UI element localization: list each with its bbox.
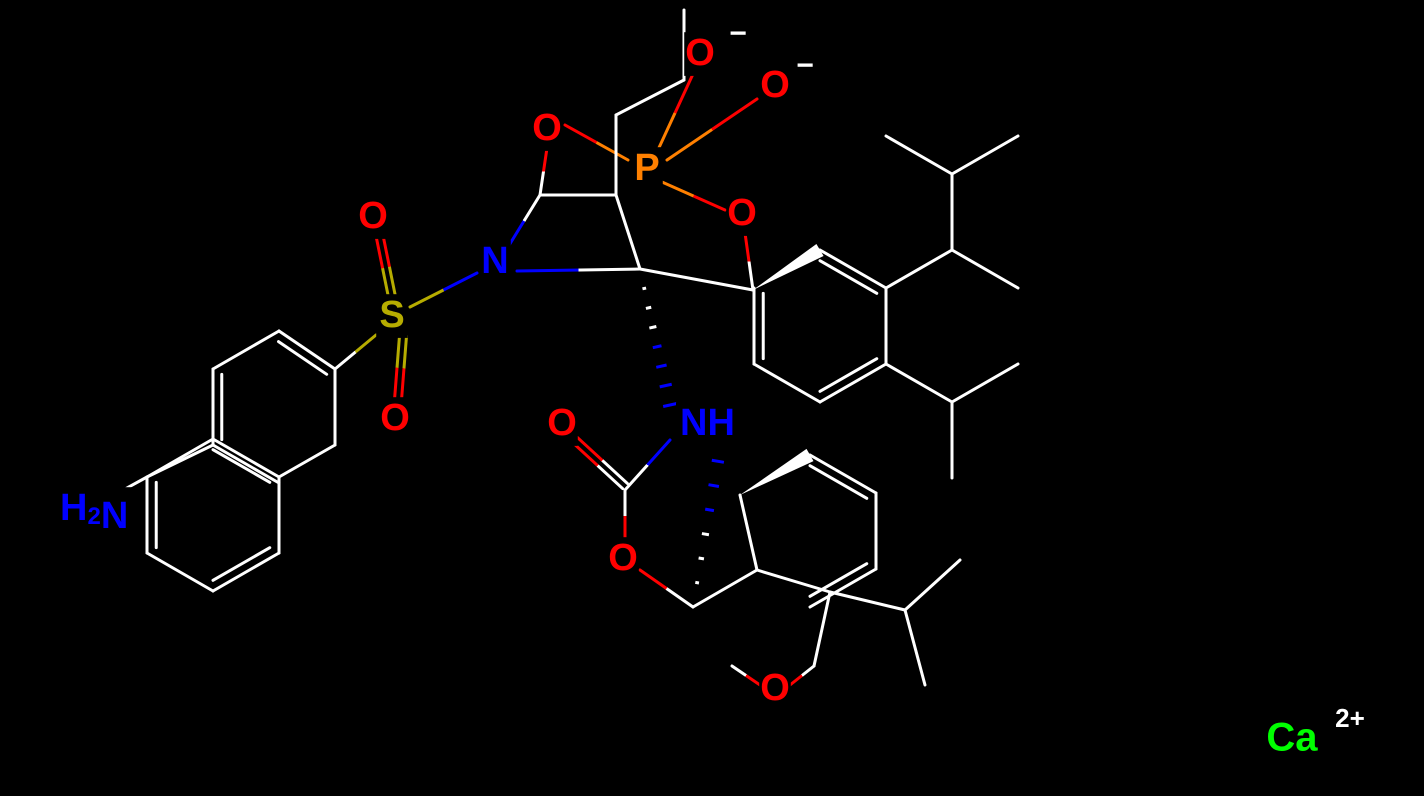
svg-text:2+: 2+ — [1335, 703, 1365, 733]
svg-text:O: O — [760, 667, 790, 709]
svg-text:O: O — [547, 402, 577, 444]
svg-text:O: O — [727, 192, 757, 234]
svg-text:S: S — [379, 294, 404, 336]
svg-text:Ca: Ca — [1266, 716, 1318, 760]
svg-text:O: O — [685, 32, 715, 74]
svg-text:O: O — [760, 64, 790, 106]
svg-text:O: O — [380, 397, 410, 439]
svg-text:NH: NH — [680, 402, 735, 444]
svg-text:N: N — [481, 240, 508, 282]
svg-text:O: O — [608, 537, 638, 579]
svg-text:O: O — [358, 195, 388, 237]
svg-text:−: − — [796, 49, 814, 82]
svg-text:−: − — [729, 17, 747, 50]
svg-text:P: P — [634, 147, 659, 189]
molecule-diagram: H2NOSONOPOOONHOOO−−2+Ca — [0, 0, 1424, 796]
svg-text:O: O — [532, 107, 562, 149]
